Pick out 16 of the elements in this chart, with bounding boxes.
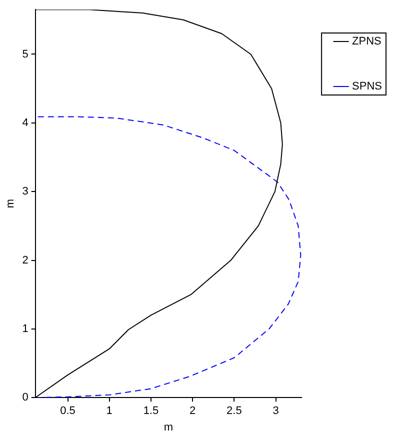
y-tick-label: 1 <box>22 322 28 335</box>
y-axis-title: m <box>4 199 17 208</box>
x-tick-label: 2 <box>189 405 196 418</box>
legend-label: ZPNS <box>352 36 382 48</box>
y-tick-label: 3 <box>22 186 28 198</box>
x-tick-label: 0.5 <box>60 405 76 418</box>
y-tick-label: 2 <box>22 254 28 266</box>
x-tick-label: 1.5 <box>143 405 159 418</box>
x-tick-label: 2.5 <box>226 405 242 418</box>
y-tick-label: 4 <box>22 116 28 129</box>
y-tick-label: 5 <box>22 48 28 60</box>
x-tick-label: 1 <box>106 405 112 418</box>
x-tick-label: 3 <box>272 405 279 418</box>
legend-label: SPNS <box>352 80 382 93</box>
x-axis-title: m <box>164 421 174 434</box>
y-tick-label: 0 <box>22 392 28 404</box>
